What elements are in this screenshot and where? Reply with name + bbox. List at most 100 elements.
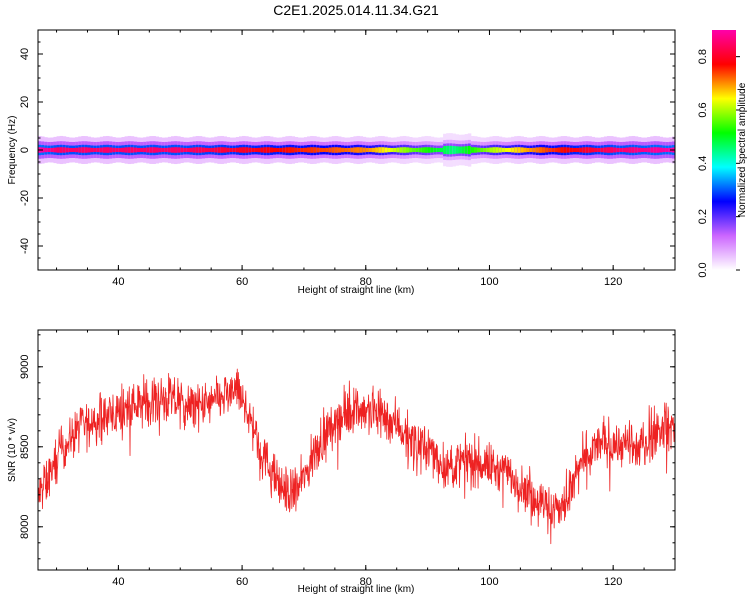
- heatmap-cell: [155, 147, 159, 153]
- snr-x-ticks: 40 60 80 100 120: [56, 330, 676, 588]
- heatmap-cell: [96, 147, 101, 153]
- heatmap-cell: [560, 147, 565, 153]
- heatmap-cell: [665, 148, 670, 152]
- heatmap-cell: [631, 147, 636, 153]
- heatmap-cell: [112, 147, 116, 153]
- heatmap-cell: [566, 147, 571, 153]
- spectrogram-x-tick-label: 100: [480, 276, 498, 288]
- heatmap-cell: [99, 147, 104, 153]
- spectrogram-y-ticks: 40 20 0 -20 -40: [19, 29, 675, 271]
- heatmap-cell: [418, 147, 422, 153]
- heatmap-cell: [542, 147, 546, 153]
- heatmap-cell: [59, 147, 64, 153]
- heatmap-cell: [223, 147, 228, 153]
- heatmap-cell: [480, 147, 484, 153]
- heatmap-cell: [211, 147, 215, 153]
- heatmap-cell: [656, 147, 660, 153]
- heatmap-cell: [637, 147, 642, 153]
- heatmap-cell: [359, 147, 364, 153]
- heatmap-cell: [464, 146, 469, 154]
- heatmap-cell: [603, 147, 608, 153]
- heatmap-cell: [433, 147, 438, 153]
- spectrogram-x-tick-label: 60: [236, 276, 248, 288]
- colorbar-label: Normalized spectral amplitude: [737, 82, 748, 217]
- heatmap-cell: [81, 147, 85, 153]
- heatmap-cell: [341, 147, 345, 153]
- spectrogram-y-tick-label: -40: [19, 238, 31, 254]
- heatmap-cell: [350, 147, 354, 153]
- heatmap-cell: [68, 147, 73, 153]
- heatmap-cell: [121, 147, 125, 153]
- colorbar-tick-label: 0.0: [697, 262, 709, 277]
- heatmap-cell: [291, 147, 296, 153]
- heatmap-cell: [600, 147, 605, 153]
- heatmap-cell: [50, 147, 54, 153]
- heatmap-cell: [201, 147, 206, 153]
- heatmap-cell: [387, 147, 391, 153]
- heatmap-cell: [62, 147, 67, 153]
- heatmap-cell: [467, 145, 472, 155]
- heatmap-cell: [140, 148, 144, 152]
- heatmap-cell: [56, 147, 61, 153]
- heatmap-cell: [180, 147, 184, 153]
- heatmap-cell: [229, 147, 234, 153]
- heatmap-cell: [650, 147, 654, 153]
- colorbar-ticks: 0.0 0.2 0.4 0.6 0.8: [697, 49, 740, 278]
- heatmap-cell: [161, 148, 166, 152]
- heatmap-cell: [146, 147, 150, 153]
- heatmap-cell: [269, 147, 274, 153]
- heatmap-cell: [461, 146, 466, 154]
- heatmap-cell: [452, 145, 456, 155]
- snr-y-ticks: 9000 8500 8000: [19, 334, 675, 560]
- heatmap-cell: [399, 147, 404, 153]
- snr-panel: 40 60 80 100 120 9000 8500 8000 Height of stra…: [7, 329, 676, 595]
- heatmap-cell: [535, 147, 540, 153]
- heatmap-cell: [90, 147, 95, 153]
- snr-series-line: [38, 368, 675, 545]
- heatmap-cell: [322, 148, 326, 152]
- heatmap-cell: [545, 147, 549, 153]
- heatmap-cell: [310, 147, 314, 153]
- heatmap-cell: [597, 148, 602, 152]
- heatmap-cell: [504, 148, 509, 152]
- figure-title: C2E1.2025.014.11.34.G21: [273, 2, 439, 18]
- heatmap-cell: [313, 147, 317, 153]
- heatmap-cell: [424, 147, 429, 153]
- heatmap-cell: [177, 147, 181, 153]
- heatmap-cell: [455, 146, 459, 154]
- heatmap-cell: [192, 147, 197, 153]
- heatmap-cell: [619, 148, 623, 152]
- colorbar-tick-label: 0.2: [697, 209, 709, 224]
- heatmap-cell: [319, 147, 323, 153]
- heatmap-cell: [220, 147, 224, 153]
- heatmap-cell: [214, 147, 218, 153]
- heatmap-cell: [486, 147, 490, 153]
- heatmap-cell: [183, 147, 187, 153]
- heatmap-cell: [368, 148, 373, 152]
- heatmap-cell: [384, 147, 388, 153]
- heatmap-cell: [365, 147, 370, 153]
- heatmap-cell: [501, 147, 506, 153]
- heatmap-cell: [477, 147, 481, 153]
- heatmap-cell: [551, 148, 555, 152]
- snr-frame: [37, 329, 676, 571]
- heatmap-cell: [115, 147, 119, 153]
- heatmap-cell: [446, 145, 450, 155]
- heatmap-cell: [356, 147, 360, 153]
- heatmap-cell: [606, 147, 611, 153]
- colorbar-tick-label: 0.4: [697, 156, 709, 171]
- heatmap-cell: [164, 147, 169, 153]
- heatmap-cell: [47, 148, 51, 152]
- heatmap-cell: [563, 147, 568, 153]
- heatmap-cell: [548, 147, 552, 153]
- heatmap-cell: [526, 147, 531, 153]
- heatmap-cell: [282, 147, 286, 153]
- heatmap-cell: [483, 148, 487, 152]
- spectrogram-y-tick-label: 40: [19, 48, 31, 60]
- heatmap-cell: [520, 147, 524, 153]
- heatmap-cell: [254, 148, 258, 152]
- heatmap-cell: [588, 147, 592, 153]
- spectrogram-y-tick-label: 0: [19, 147, 31, 153]
- heatmap-cell: [235, 147, 240, 153]
- heatmap-cell: [316, 147, 320, 153]
